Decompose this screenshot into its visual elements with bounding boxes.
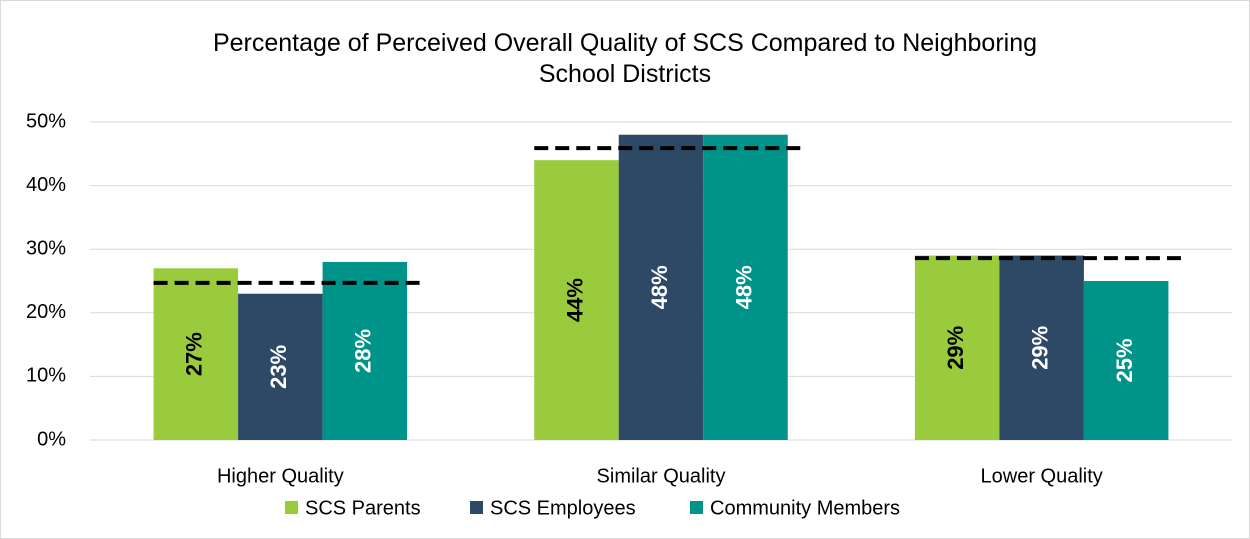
bar bbox=[534, 160, 619, 440]
legend-swatch bbox=[690, 501, 703, 514]
bar bbox=[618, 134, 704, 440]
bar bbox=[914, 255, 1000, 440]
data-label: 23% bbox=[266, 345, 291, 389]
y-tick-label: 20% bbox=[26, 301, 66, 323]
bar bbox=[999, 255, 1084, 440]
bar bbox=[238, 293, 323, 440]
y-tick-label: 0% bbox=[37, 428, 66, 450]
legend-label: SCS Parents bbox=[305, 497, 421, 519]
chart-title: Percentage of Perceived Overall Quality … bbox=[212, 29, 1038, 88]
legend-label: Community Members bbox=[710, 497, 900, 519]
data-label: 48% bbox=[647, 265, 672, 309]
legend-label: SCS Employees bbox=[490, 497, 636, 519]
y-tick-label: 10% bbox=[26, 365, 66, 387]
bar bbox=[703, 134, 788, 440]
x-tick-label: Higher Quality bbox=[217, 465, 344, 487]
y-tick-label: 40% bbox=[26, 174, 66, 196]
data-label: 29% bbox=[1027, 326, 1052, 370]
data-label: 44% bbox=[562, 278, 587, 322]
data-label: 25% bbox=[1112, 338, 1137, 382]
data-label: 48% bbox=[731, 265, 756, 309]
x-tick-label: Similar Quality bbox=[597, 465, 726, 487]
bar bbox=[1083, 281, 1169, 440]
y-tick-label: 50% bbox=[26, 110, 66, 132]
data-label: 29% bbox=[943, 326, 968, 370]
bar bbox=[153, 268, 239, 440]
x-tick-label: Lower Quality bbox=[981, 465, 1103, 487]
legend-swatch bbox=[285, 501, 298, 514]
data-label: 27% bbox=[182, 332, 207, 376]
y-tick-label: 30% bbox=[26, 237, 66, 259]
data-label: 28% bbox=[351, 329, 376, 373]
bar bbox=[322, 261, 408, 440]
legend-swatch bbox=[470, 501, 483, 514]
